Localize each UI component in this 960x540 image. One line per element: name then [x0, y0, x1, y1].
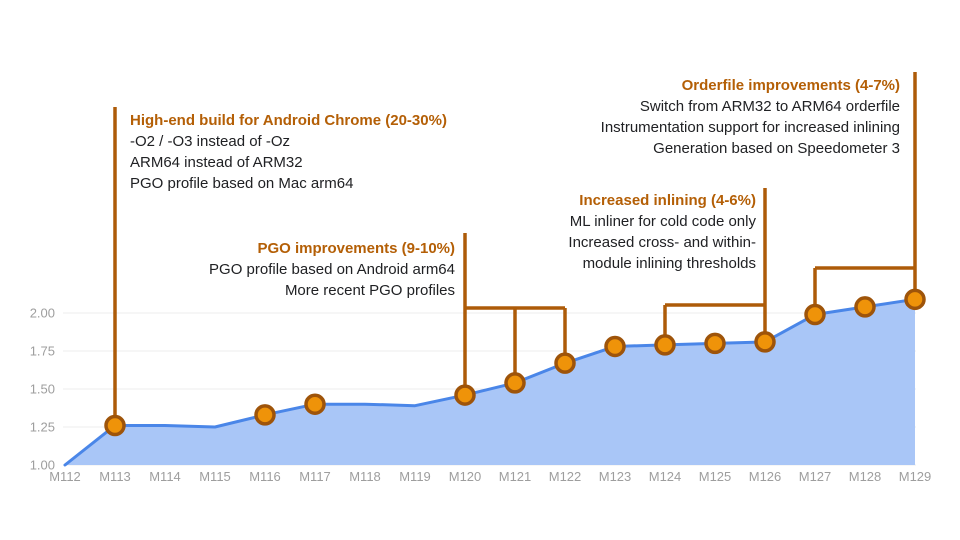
annotation-line: PGO profile based on Android arm64 — [209, 261, 455, 278]
y-tick-label: 2.00 — [30, 306, 55, 321]
x-tick-label-M127: M127 — [799, 469, 832, 484]
y-tick-label: 1.50 — [30, 382, 55, 397]
data-point-M116 — [254, 404, 276, 426]
y-tick-label: 1.00 — [30, 458, 55, 473]
data-point-M125 — [704, 332, 726, 355]
x-tick-label-M126: M126 — [749, 469, 782, 484]
x-tick-label-M116: M116 — [249, 469, 281, 484]
data-point-M113 — [104, 414, 126, 437]
data-point-M123 — [604, 335, 626, 358]
x-tick-label-M121: M121 — [499, 469, 532, 484]
x-tick-label-M115: M115 — [199, 469, 231, 484]
x-tick-label-M120: M120 — [449, 469, 482, 484]
annotation-line: Generation based on Speedometer 3 — [653, 140, 900, 157]
y-tick-label: 1.25 — [30, 420, 55, 435]
annotation-line: module inlining thresholds — [582, 255, 756, 272]
x-tick-label-M129: M129 — [899, 469, 932, 484]
annotation-title: Increased inlining (4-6%) — [579, 192, 756, 209]
y-tick-label: 1.75 — [30, 344, 55, 359]
annotation-line: More recent PGO profiles — [284, 282, 455, 299]
data-point-M122 — [554, 352, 576, 374]
annotation-highend-build: High-end build for Android Chrome (20-30… — [130, 110, 447, 194]
area-fill — [65, 299, 915, 465]
data-point-M120 — [454, 384, 476, 406]
data-point-M117 — [304, 393, 326, 415]
data-point-M128 — [854, 296, 876, 318]
x-tick-label-M124: M124 — [649, 469, 682, 484]
x-tick-label-M113: M113 — [99, 469, 131, 484]
annotation-line: Switch from ARM32 to ARM64 orderfile — [639, 98, 900, 115]
annotation-line: Instrumentation support for increased in… — [600, 119, 900, 136]
annotation-line: ML inliner for cold code only — [569, 213, 756, 230]
data-point-M126 — [754, 331, 776, 353]
annotation-pgo-improvements: PGO improvements (9-10%) PGO profile bas… — [209, 238, 455, 301]
x-tick-label-M128: M128 — [849, 469, 882, 484]
annotation-line: PGO profile based on Mac arm64 — [130, 175, 354, 192]
annotation-title: Orderfile improvements (4-7%) — [681, 77, 900, 94]
x-tick-label-M114: M114 — [149, 469, 181, 484]
x-tick-label-M119: M119 — [399, 469, 431, 484]
annotation-title: PGO improvements (9-10%) — [257, 240, 455, 257]
data-point-M129 — [904, 288, 926, 311]
annotation-line: -O2 / -O3 instead of -Oz — [130, 133, 291, 150]
annotation-increased-inlining: Increased inlining (4-6%) ML inliner for… — [568, 190, 756, 274]
x-tick-label-M123: M123 — [599, 469, 632, 484]
x-tick-label-M122: M122 — [549, 469, 582, 484]
x-tick-label-M112: M112 — [49, 469, 81, 484]
x-tick-label-M118: M118 — [349, 469, 381, 484]
annotation-title: High-end build for Android Chrome (20-30… — [130, 112, 447, 129]
data-point-M127 — [804, 303, 826, 326]
data-point-M121 — [504, 372, 526, 394]
annotation-orderfile-improvements: Orderfile improvements (4-7%) Switch fro… — [601, 75, 900, 159]
x-tick-label-M125: M125 — [699, 469, 732, 484]
annotation-line: Increased cross- and within- — [568, 234, 756, 251]
annotation-line: ARM64 instead of ARM32 — [130, 154, 303, 171]
data-point-M124 — [654, 334, 676, 356]
x-tick-label-M117: M117 — [299, 469, 331, 484]
